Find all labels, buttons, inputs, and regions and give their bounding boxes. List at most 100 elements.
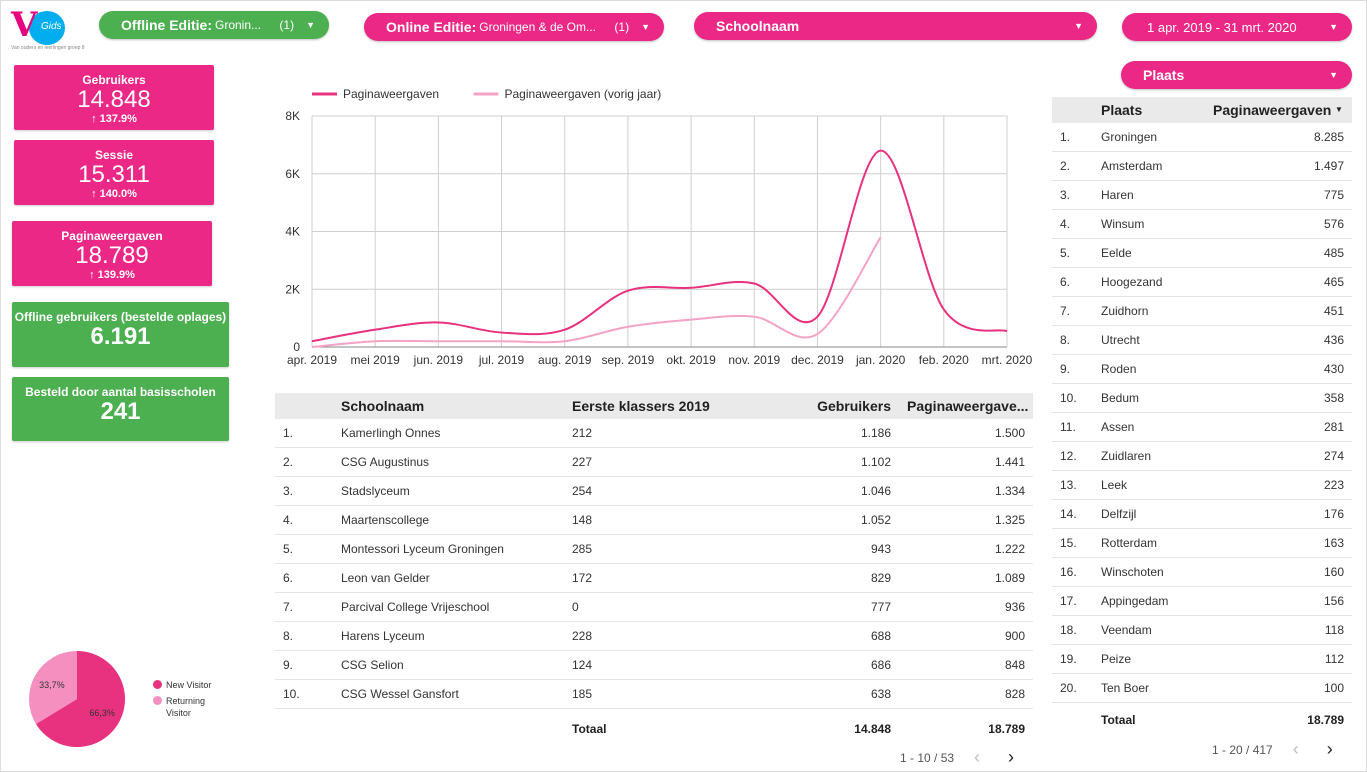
chevron-right-icon[interactable]: › [1326,739,1333,759]
pageviews: 936 [1004,600,1025,614]
table-row[interactable]: 3. Stadslyceum 254 1.046 1.334 [275,477,1033,506]
row-index: 14. [1060,507,1077,521]
table-row[interactable]: 3. Haren 775 [1052,181,1352,210]
row-index: 17. [1060,594,1077,608]
place-name: Zuidhorn [1101,304,1149,318]
table-row[interactable]: 6. Hoogezand 465 [1052,268,1352,297]
col-header-paginaweergaven[interactable]: Paginaweergave... [907,398,1029,414]
table-row[interactable]: 8. Utrecht 436 [1052,326,1352,355]
pageviews-card: Paginaweergaven 18.789 ↑ 139.9% [12,221,212,286]
table-row[interactable]: 17. Appingedam 156 [1052,587,1352,616]
col-header-schoolnaam[interactable]: Schoolnaam [341,398,425,414]
pageviews: 900 [1004,629,1025,643]
place-name: Winsum [1101,217,1145,231]
pageviews: 163 [1323,536,1344,550]
offline-users-card: Offline gebruikers (bestelde oplages) 6.… [12,302,229,367]
online-edition-filter[interactable]: Online Editie: Groningen & de Om... (1) … [364,13,664,41]
total-label: Totaal [572,722,607,736]
table-row[interactable]: 9. Roden 430 [1052,355,1352,384]
school-name: Parcival College Vrijeschool [341,600,490,614]
pie-slice-label: 66,3% [89,708,115,718]
pageviews: 1.325 [994,513,1025,527]
logo-circle [29,11,65,45]
row-index: 3. [1060,188,1071,202]
pageviews: 576 [1323,217,1344,231]
table-row[interactable]: 18. Veendam 118 [1052,616,1352,645]
users: 1.186 [860,426,891,440]
legend-label[interactable]: Paginaweergaven (vorig jaar) [505,87,662,101]
col-header-eerste-klassers[interactable]: Eerste klassers 2019 [572,398,710,414]
place-name: Haren [1101,188,1134,202]
pageviews: 223 [1323,478,1344,492]
first-graders: 124 [572,658,593,672]
school-name-filter[interactable]: Schoolnaam ▼ [694,12,1097,40]
table-row[interactable]: 2. Amsterdam 1.497 [1052,152,1352,181]
table-row[interactable]: 8. Harens Lyceum 228 688 900 [275,622,1033,651]
row-index: 6. [283,571,294,585]
table-row[interactable]: 19. Peize 112 [1052,645,1352,674]
table-row[interactable]: 15. Rotterdam 163 [1052,529,1352,558]
pageviews: 1.334 [994,484,1025,498]
row-index: 3. [283,484,294,498]
table-row[interactable]: 10. Bedum 358 [1052,384,1352,413]
offline-edition-filter[interactable]: Offline Editie: Gronin... (1) ▼ [99,11,329,39]
table-row[interactable]: 7. Zuidhorn 451 [1052,297,1352,326]
place-name: Eelde [1101,246,1132,260]
x-tick-label: jul. 2019 [478,353,525,367]
pageviews: 112 [1324,652,1344,666]
table-row[interactable]: 14. Delfzijl 176 [1052,500,1352,529]
filter-label: Schoolnaam [716,18,800,34]
total-label: Totaal [1101,713,1136,727]
users: 1.046 [860,484,891,498]
table-row[interactable]: 2. CSG Augustinus 227 1.102 1.441 [275,448,1033,477]
pie-slice[interactable] [28,651,77,724]
table-row[interactable]: 5. Eelde 485 [1052,239,1352,268]
col-header-gebruikers[interactable]: Gebruikers [817,398,891,414]
pageviews: 160 [1323,565,1344,579]
sort-desc-icon[interactable]: ▼ [1335,105,1343,114]
table-row[interactable]: 16. Winschoten 160 [1052,558,1352,587]
visitor-type-pie: 66,3% 33,7% [28,651,125,747]
row-index: 20. [1060,681,1077,695]
y-tick-label: 0 [293,340,300,354]
table-row[interactable]: 11. Assen 281 [1052,413,1352,442]
series-line [311,149,1008,343]
row-index: 11. [1060,420,1076,434]
col-header-plaats[interactable]: Plaats [1101,102,1143,118]
places-table: Plaats Paginaweergaven ▼ 1. Groningen 8.28… [1052,97,1352,772]
chevron-left-icon[interactable]: ‹ [974,747,981,767]
table-row[interactable]: 9. CSG Selion 124 686 848 [275,651,1033,680]
table-row[interactable]: 4. Winsum 576 [1052,210,1352,239]
card-title: Offline gebruikers (bestelde oplages) [14,310,227,324]
row-index: 9. [283,658,294,672]
filter-count: (1) [279,18,295,32]
vgids-logo[interactable]: V Gids Van ouders en leerlingen groep 8 [9,5,85,51]
table-row[interactable]: 1. Groningen 8.285 [1052,123,1352,152]
date-range-filter[interactable]: 1 apr. 2019 - 31 mrt. 2020 ▼ [1122,13,1352,41]
table-row[interactable]: 10. CSG Wessel Gansfort 185 638 828 [275,680,1033,709]
legend-label[interactable]: Paginaweergaven [343,87,439,101]
legend-item[interactable]: New Visitor [153,679,218,691]
legend-label: New Visitor [166,680,212,690]
plaats-filter[interactable]: Plaats ▼ [1121,61,1352,89]
table-row[interactable]: 1. Kamerlingh Onnes 212 1.186 1.500 [275,419,1033,448]
card-value: 14.848 [77,86,151,113]
table-row[interactable]: 12. Zuidlaren 274 [1052,442,1352,471]
table-row[interactable]: 6. Leon van Gelder 172 829 1.089 [275,564,1033,593]
place-name: Delfzijl [1101,507,1137,521]
table-row[interactable]: 4. Maartenscollege 148 1.052 1.325 [275,506,1033,535]
col-header-paginaweergaven[interactable]: Paginaweergaven [1213,102,1332,118]
chevron-right-icon[interactable]: › [1008,747,1015,767]
date-range-label: 1 apr. 2019 - 31 mrt. 2020 [1147,19,1297,35]
place-name: Roden [1101,362,1137,376]
pie-slice[interactable] [35,651,125,747]
table-row[interactable]: 7. Parcival College Vrijeschool 0 777 936 [275,593,1033,622]
table-row[interactable]: 5. Montessori Lyceum Groningen 285 943 1.222 [275,535,1033,564]
table-row[interactable]: 13. Leek 223 [1052,471,1352,500]
users: 1.102 [860,455,891,469]
chevron-left-icon[interactable]: ‹ [1292,739,1299,759]
legend-item[interactable]: Returning Visitor [153,695,218,719]
pageviews: 358 [1323,391,1344,405]
table-row[interactable]: 20. Ten Boer 100 [1052,674,1352,703]
x-tick-label: okt. 2019 [666,353,716,367]
